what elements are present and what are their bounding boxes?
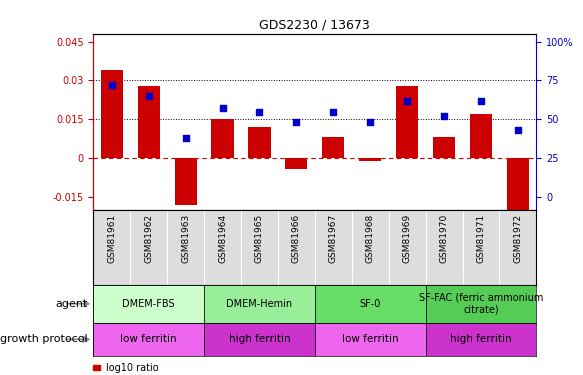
Text: GSM81965: GSM81965 [255, 214, 264, 263]
Bar [396, 86, 418, 158]
Point [329, 108, 338, 114]
Bar [426, 322, 536, 356]
Text: SF-0: SF-0 [360, 299, 381, 309]
Bar [212, 119, 234, 158]
Text: GSM81961: GSM81961 [107, 214, 116, 263]
Text: GSM81966: GSM81966 [292, 214, 301, 263]
Point [402, 98, 412, 104]
Text: DMEM-FBS: DMEM-FBS [122, 299, 175, 309]
Point [255, 108, 264, 114]
Text: GSM81967: GSM81967 [329, 214, 338, 263]
Bar [507, 158, 529, 215]
Text: GSM81968: GSM81968 [366, 214, 375, 263]
Text: GSM81971: GSM81971 [476, 214, 486, 263]
Bar [322, 137, 345, 158]
Text: growth protocol: growth protocol [0, 334, 87, 344]
Point [366, 119, 375, 125]
Bar [433, 137, 455, 158]
Bar [101, 70, 123, 158]
Text: GSM81969: GSM81969 [403, 214, 412, 263]
Text: low ferritin: low ferritin [342, 334, 399, 344]
Bar [174, 158, 196, 205]
Text: high ferritin: high ferritin [450, 334, 512, 344]
Point [144, 93, 153, 99]
Bar [93, 322, 204, 356]
Bar [204, 285, 315, 322]
Text: DMEM-Hemin: DMEM-Hemin [226, 299, 293, 309]
Bar [248, 127, 271, 158]
Point [440, 113, 449, 119]
Point [181, 135, 190, 141]
Bar [426, 285, 536, 322]
Point [218, 105, 227, 111]
Text: GSM81964: GSM81964 [218, 214, 227, 263]
Bar [93, 285, 204, 322]
Bar [285, 158, 307, 168]
Point [513, 127, 522, 133]
Bar [138, 86, 160, 158]
Text: GSM81972: GSM81972 [514, 214, 522, 263]
Bar [359, 158, 381, 161]
Point [476, 98, 486, 104]
Text: high ferritin: high ferritin [229, 334, 290, 344]
Text: GSM81963: GSM81963 [181, 214, 190, 263]
Point [107, 82, 117, 88]
Text: SF-FAC (ferric ammonium
citrate): SF-FAC (ferric ammonium citrate) [419, 293, 543, 315]
Text: GSM81962: GSM81962 [144, 214, 153, 263]
Text: low ferritin: low ferritin [120, 334, 177, 344]
Text: GSM81970: GSM81970 [440, 214, 448, 263]
Bar [470, 114, 492, 158]
Bar [315, 285, 426, 322]
Title: GDS2230 / 13673: GDS2230 / 13673 [259, 18, 370, 31]
Text: agent: agent [55, 299, 87, 309]
Text: log10 ratio: log10 ratio [106, 363, 159, 372]
Bar [204, 322, 315, 356]
Point [292, 119, 301, 125]
Bar [315, 322, 426, 356]
